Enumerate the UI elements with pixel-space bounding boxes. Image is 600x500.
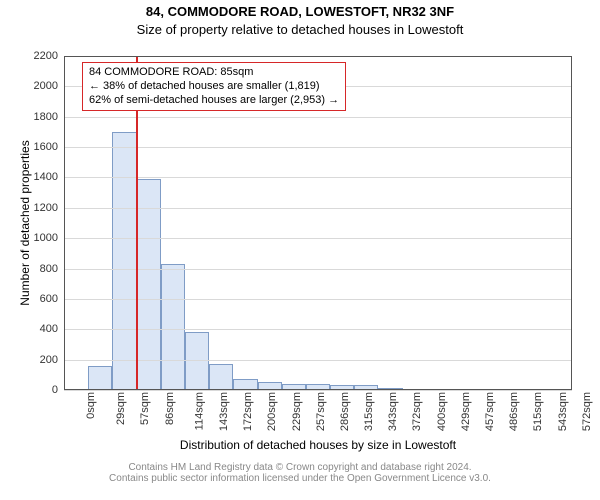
gridline	[64, 329, 572, 330]
histogram-bar	[258, 382, 282, 390]
y-tick-label: 1800	[34, 111, 64, 123]
gridline	[64, 238, 572, 239]
histogram-bar	[161, 264, 185, 390]
y-tick-label: 2200	[34, 50, 64, 62]
x-tick-label: 543sqm	[557, 392, 569, 431]
x-tick-label: 515sqm	[533, 392, 545, 431]
y-tick-label: 2000	[34, 80, 64, 92]
histogram-bar	[137, 179, 161, 390]
histogram-bar	[88, 366, 112, 390]
x-axis-label: Distribution of detached houses by size …	[64, 438, 572, 452]
y-tick-label: 1400	[34, 171, 64, 183]
x-tick-label: 86sqm	[164, 392, 176, 425]
histogram-bar	[209, 364, 233, 390]
gridline	[64, 208, 572, 209]
x-tick-label: 200sqm	[266, 392, 278, 431]
gridline	[64, 147, 572, 148]
attribution-line-2: Contains public sector information licen…	[0, 473, 600, 484]
x-tick-label: 400sqm	[436, 392, 448, 431]
x-tick-label: 114sqm	[193, 392, 205, 430]
y-tick-label: 400	[40, 323, 64, 335]
chart-subtitle: Size of property relative to detached ho…	[0, 22, 600, 37]
x-tick-label: 229sqm	[291, 392, 303, 431]
x-tick-label: 286sqm	[339, 392, 351, 431]
gridline	[64, 299, 572, 300]
gridline	[64, 56, 572, 57]
x-tick-label: 572sqm	[581, 392, 593, 431]
attribution-line-1: Contains HM Land Registry data © Crown c…	[0, 462, 600, 473]
annotation-line: 62% of semi-detached houses are larger (…	[89, 94, 339, 108]
x-tick-label: 372sqm	[412, 392, 424, 431]
attribution-text: Contains HM Land Registry data © Crown c…	[0, 462, 600, 484]
x-tick-label: 0sqm	[85, 392, 97, 419]
y-tick-label: 800	[40, 263, 64, 275]
y-tick-label: 1600	[34, 141, 64, 153]
annotation-line: 84 COMMODORE ROAD: 85sqm	[89, 66, 339, 80]
x-tick-label: 172sqm	[242, 392, 254, 431]
x-tick-label: 315sqm	[363, 392, 375, 431]
gridline	[64, 360, 572, 361]
y-axis-label: Number of detached properties	[18, 103, 32, 343]
gridline	[64, 117, 572, 118]
y-tick-label: 0	[52, 384, 64, 396]
histogram-bar	[233, 379, 257, 390]
x-tick-label: 57sqm	[139, 392, 151, 425]
histogram-bar	[112, 132, 136, 390]
gridline	[64, 177, 572, 178]
annotation-line: ← 38% of detached houses are smaller (1,…	[89, 80, 339, 94]
x-tick-label: 257sqm	[315, 392, 327, 431]
x-tick-label: 457sqm	[484, 392, 496, 431]
x-tick-label: 429sqm	[460, 392, 472, 431]
histogram-bar	[185, 332, 209, 390]
x-tick-label: 343sqm	[387, 392, 399, 431]
y-tick-label: 200	[40, 354, 64, 366]
annotation-box: 84 COMMODORE ROAD: 85sqm← 38% of detache…	[82, 62, 346, 111]
x-tick-label: 143sqm	[218, 392, 230, 431]
gridline	[64, 390, 572, 391]
x-tick-label: 486sqm	[508, 392, 520, 431]
page-title: 84, COMMODORE ROAD, LOWESTOFT, NR32 3NF	[0, 4, 600, 19]
x-tick-label: 29sqm	[115, 392, 127, 425]
gridline	[64, 269, 572, 270]
chart-plot-area: 84 COMMODORE ROAD: 85sqm← 38% of detache…	[64, 56, 572, 390]
y-tick-label: 600	[40, 293, 64, 305]
y-tick-label: 1000	[34, 232, 64, 244]
y-tick-label: 1200	[34, 202, 64, 214]
